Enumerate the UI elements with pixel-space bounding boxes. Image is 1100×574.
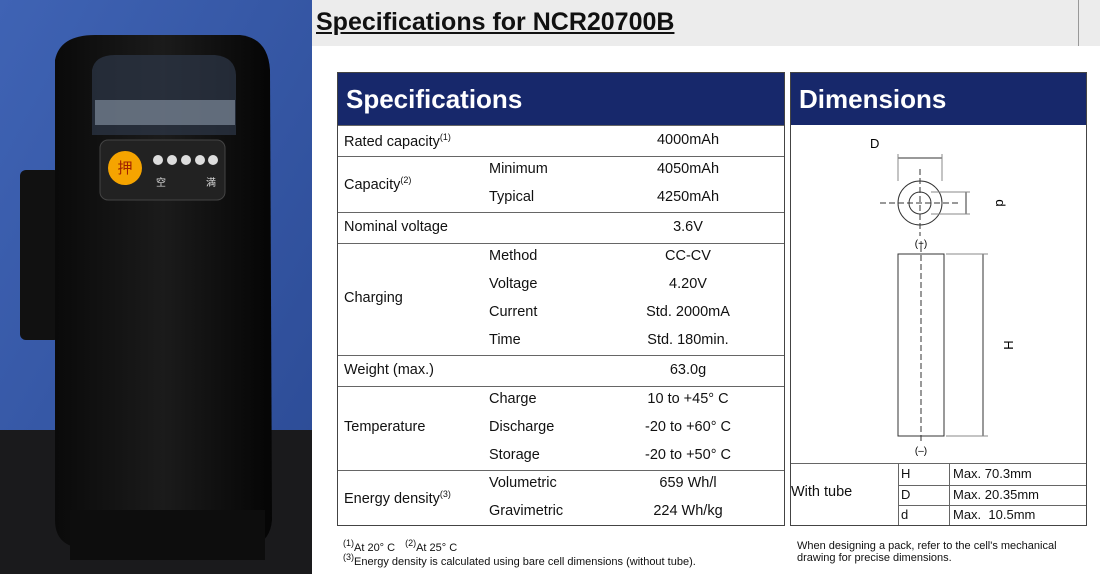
label-text: Nominal voltage bbox=[344, 218, 448, 235]
dimension-drawing: D d (+) H (–) bbox=[870, 136, 1016, 457]
page-title: Specifications for NCR20700B bbox=[316, 8, 675, 36]
spec-header: Specifications bbox=[338, 73, 784, 125]
note: (2) bbox=[400, 175, 412, 185]
dimension-symbol: d bbox=[901, 507, 909, 522]
table-top-line bbox=[791, 463, 1086, 464]
footnote-text: At 25° C bbox=[416, 541, 458, 554]
item-value: 659 Wh/l bbox=[659, 475, 717, 491]
item-name: Discharge bbox=[489, 419, 555, 435]
dimension-symbol: D bbox=[901, 486, 911, 502]
item-name: Time bbox=[489, 332, 521, 348]
row-line bbox=[898, 484, 1086, 486]
row-label: Capacity(2) bbox=[344, 175, 411, 193]
row-line bbox=[898, 505, 1086, 506]
footnote-text: At 20° C bbox=[354, 541, 396, 554]
label-text: Capacity bbox=[344, 176, 401, 193]
positive-label: (+) bbox=[915, 239, 928, 250]
dimension-note: When designing a pack, refer to the cell… bbox=[797, 540, 1057, 564]
row-line bbox=[338, 355, 784, 356]
row-line bbox=[338, 125, 784, 126]
col-line bbox=[949, 463, 950, 525]
row-label: Charging bbox=[344, 290, 403, 306]
negative-label: (–) bbox=[915, 446, 927, 457]
dimension-table: Dimensions With tube H Max. 70.3mm D Max. 20.… bbox=[790, 72, 1087, 526]
height-label: H bbox=[1001, 340, 1016, 349]
item-name: Charge bbox=[489, 391, 537, 407]
dimension-value: Max. 20.35mm bbox=[953, 486, 1039, 502]
item-value: -20 to +60° C bbox=[644, 419, 731, 435]
row-label: Weight (max.) bbox=[344, 362, 434, 378]
note: (2) bbox=[405, 538, 417, 548]
row-line bbox=[338, 156, 784, 157]
row-line bbox=[338, 212, 784, 213]
item-value: 224 Wh/kg bbox=[653, 503, 723, 519]
item-value: CC-CV bbox=[665, 248, 711, 264]
item-name: Current bbox=[489, 304, 538, 320]
item-value: Std. 180min. bbox=[647, 332, 729, 348]
row-label: Rated capacity(1) bbox=[344, 132, 451, 150]
inner-label: d bbox=[993, 199, 1008, 206]
item-value: 4050mAh bbox=[656, 161, 720, 177]
item-value: Std. 2000mA bbox=[646, 304, 730, 320]
item-name: Typical bbox=[489, 189, 535, 205]
item-name: Method bbox=[489, 248, 538, 264]
footnote-text: Energy density is calculated using bare … bbox=[354, 555, 696, 568]
dimension-value: Max. 70.3mm bbox=[953, 466, 1032, 481]
row-label: Energy density(3) bbox=[344, 489, 451, 507]
spec-table: Specifications Rated capacity(1) 4000mAh Ca… bbox=[337, 72, 785, 526]
row-label: Nominal voltage bbox=[344, 219, 448, 235]
row-line bbox=[338, 243, 784, 244]
note: (3) bbox=[343, 552, 354, 562]
battery-photo: 押 空 満 bbox=[0, 0, 312, 574]
item-value: 4.20V bbox=[669, 276, 707, 292]
note: (3) bbox=[439, 489, 451, 499]
item-name: Gravimetric bbox=[489, 503, 564, 519]
footnote: (1)At 20° C (2)At 25° C bbox=[343, 538, 467, 554]
title-band bbox=[312, 0, 1100, 46]
label-text: Weight (max.) bbox=[344, 361, 434, 378]
dimension-symbol: H bbox=[901, 466, 911, 481]
empty-label: 空 bbox=[156, 176, 166, 189]
row-line bbox=[338, 386, 784, 387]
separator bbox=[1078, 0, 1079, 46]
item-value: 4250mAh bbox=[656, 189, 720, 205]
item-name: Volumetric bbox=[489, 475, 557, 491]
row-label: Temperature bbox=[344, 419, 425, 435]
label-text: Temperature bbox=[344, 419, 426, 435]
label-text: Charging bbox=[344, 290, 403, 306]
full-label: 満 bbox=[206, 177, 216, 189]
label-text: Rated capacity bbox=[344, 133, 440, 150]
item-value: 10 to +45° C bbox=[647, 391, 729, 407]
row-line bbox=[338, 470, 784, 471]
note: (1) bbox=[343, 538, 354, 548]
note: (1) bbox=[439, 131, 451, 142]
col-line bbox=[898, 463, 899, 525]
item-name: Voltage bbox=[489, 276, 538, 292]
footnote: (3)Energy density is calculated using ba… bbox=[343, 552, 706, 568]
dimension-header: Dimensions bbox=[791, 73, 1086, 125]
row-value: 3.6V bbox=[673, 218, 703, 235]
item-name: Minimum bbox=[489, 161, 548, 177]
label-text: Energy density bbox=[344, 490, 440, 507]
button-label: 押 bbox=[117, 160, 132, 177]
row-value: 4000mAh bbox=[656, 131, 720, 148]
item-value: -20 to +50° C bbox=[644, 447, 731, 463]
with-tube: With tube bbox=[791, 484, 853, 500]
row-value: 63.0g bbox=[669, 361, 707, 378]
diameter-label: D bbox=[870, 136, 879, 151]
dimension-value: Max. 10.5mm bbox=[953, 507, 1036, 522]
item-name: Storage bbox=[489, 447, 540, 463]
